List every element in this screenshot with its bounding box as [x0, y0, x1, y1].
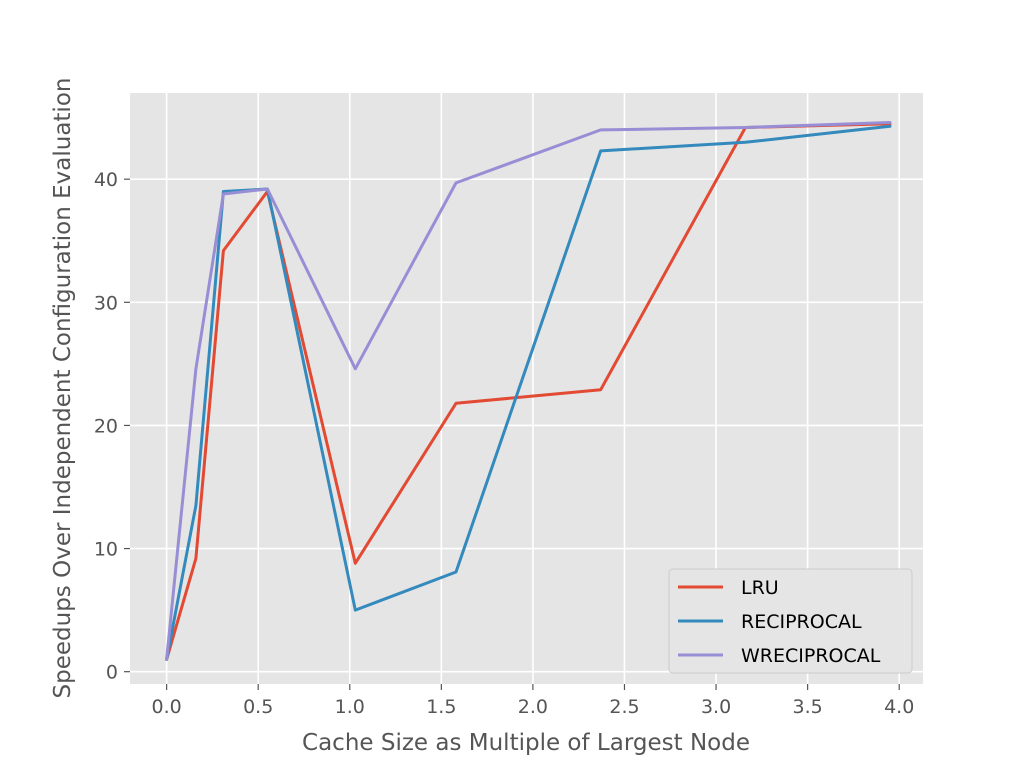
legend-label: WRECIPROCAL [741, 645, 881, 667]
series-lines [165, 121, 892, 661]
x-tick-label: 0.0 [152, 696, 182, 718]
x-axis-label: Cache Size as Multiple of Largest Node [302, 730, 750, 756]
y-tick-label: 10 [94, 539, 118, 561]
x-tick-label: 2.0 [518, 696, 548, 718]
x-tick-label: 3.5 [793, 696, 823, 718]
y-tick-label: 20 [94, 415, 118, 437]
legend-label: RECIPROCAL [741, 611, 862, 633]
y-tick-label: 0 [106, 662, 118, 684]
y-axis-ticks: 0 10 20 30 40 [94, 169, 130, 684]
series-line-lru [165, 122, 892, 661]
x-tick-label: 0.5 [243, 696, 273, 718]
x-tick-label: 3.0 [701, 696, 731, 718]
y-axis-label: Speedups Over Independent Configuration … [50, 78, 76, 699]
legend: LRU RECIPROCAL WRECIPROCAL [668, 568, 913, 674]
series-line-reciprocal [165, 124, 892, 661]
x-axis-ticks: 0.0 0.5 1.0 1.5 2.0 2.5 3.0 3.5 4.0 [152, 684, 914, 718]
legend-box [668, 568, 913, 674]
y-tick-label: 40 [94, 169, 118, 191]
legend-label: LRU [741, 577, 779, 599]
y-tick-label: 30 [94, 292, 118, 314]
x-tick-label: 1.0 [335, 696, 365, 718]
x-tick-label: 2.5 [609, 696, 639, 718]
x-tick-label: 4.0 [884, 696, 914, 718]
series-line-wreciprocal [165, 121, 892, 661]
x-tick-label: 1.5 [426, 696, 456, 718]
